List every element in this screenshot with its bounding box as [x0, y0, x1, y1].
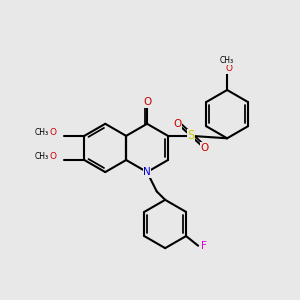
Text: N: N	[143, 167, 151, 177]
Text: CH₃: CH₃	[34, 152, 49, 161]
Text: O: O	[143, 97, 151, 107]
Text: O: O	[49, 128, 56, 137]
Text: CH₃: CH₃	[220, 56, 234, 65]
Text: O: O	[49, 152, 56, 161]
Text: CH₃: CH₃	[34, 128, 49, 137]
Text: O: O	[225, 64, 232, 73]
Text: O: O	[173, 119, 182, 129]
Text: S: S	[187, 129, 195, 142]
Text: F: F	[200, 241, 206, 251]
Text: O: O	[200, 143, 208, 153]
